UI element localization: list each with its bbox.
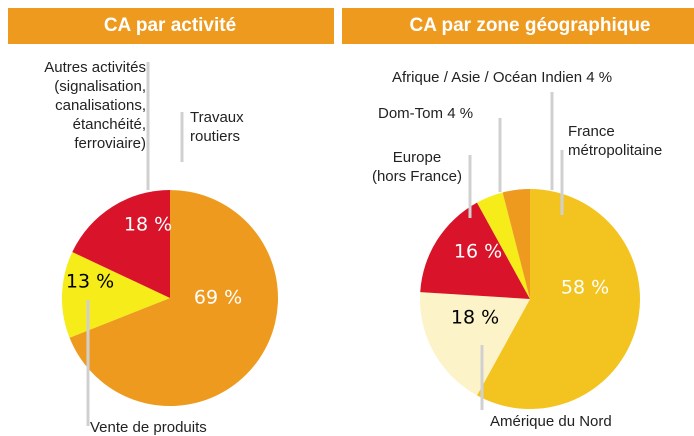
category-label: Autres activités (signalisation, canalis… xyxy=(44,58,146,153)
value-label: 13 % xyxy=(66,271,114,293)
value-label: 16 % xyxy=(454,241,502,263)
value-label: 4 % xyxy=(447,105,474,122)
category-label: Amérique du Nord xyxy=(490,412,612,431)
value-label: 58 % xyxy=(561,277,609,299)
category-label: Travaux routiers xyxy=(190,108,244,146)
category-name: Europe (hors France) xyxy=(371,149,462,185)
category-label: Vente de produits xyxy=(90,418,207,436)
category-name: Travaux routiers xyxy=(190,109,244,145)
pie-slice xyxy=(420,292,530,396)
pie-slice xyxy=(69,190,278,406)
chart-title: CA par zone géographique xyxy=(409,15,650,36)
category-name: Amérique du Nord xyxy=(490,413,612,430)
pie-slice xyxy=(477,189,640,409)
category-name: Afrique / Asie / Océan Indien xyxy=(392,69,583,86)
category-label: France métropolitaine xyxy=(568,122,662,160)
value-label: 4 % xyxy=(586,69,613,86)
category-label: Europe (hors France) xyxy=(372,148,462,186)
header-bar xyxy=(8,8,334,44)
pie-slice xyxy=(502,188,530,299)
pie-slice xyxy=(420,202,530,299)
header-bar xyxy=(342,8,694,44)
chart-title: CA par activité xyxy=(104,15,236,36)
pie-slice xyxy=(477,192,530,299)
category-name: Vente de produits xyxy=(90,419,207,436)
value-label: 69 % xyxy=(194,287,242,309)
pie-slice xyxy=(72,190,170,298)
category-label: Afrique / Asie / Océan Indien 4 % xyxy=(392,68,612,87)
value-label: 18 % xyxy=(124,214,172,236)
category-label: Dom-Tom 4 % xyxy=(378,104,473,123)
category-name: Autres activités (signalisation, canalis… xyxy=(44,59,146,152)
category-name: France métropolitaine xyxy=(568,123,663,159)
value-label: 18 % xyxy=(451,307,499,329)
category-name: Dom-Tom xyxy=(378,105,444,122)
